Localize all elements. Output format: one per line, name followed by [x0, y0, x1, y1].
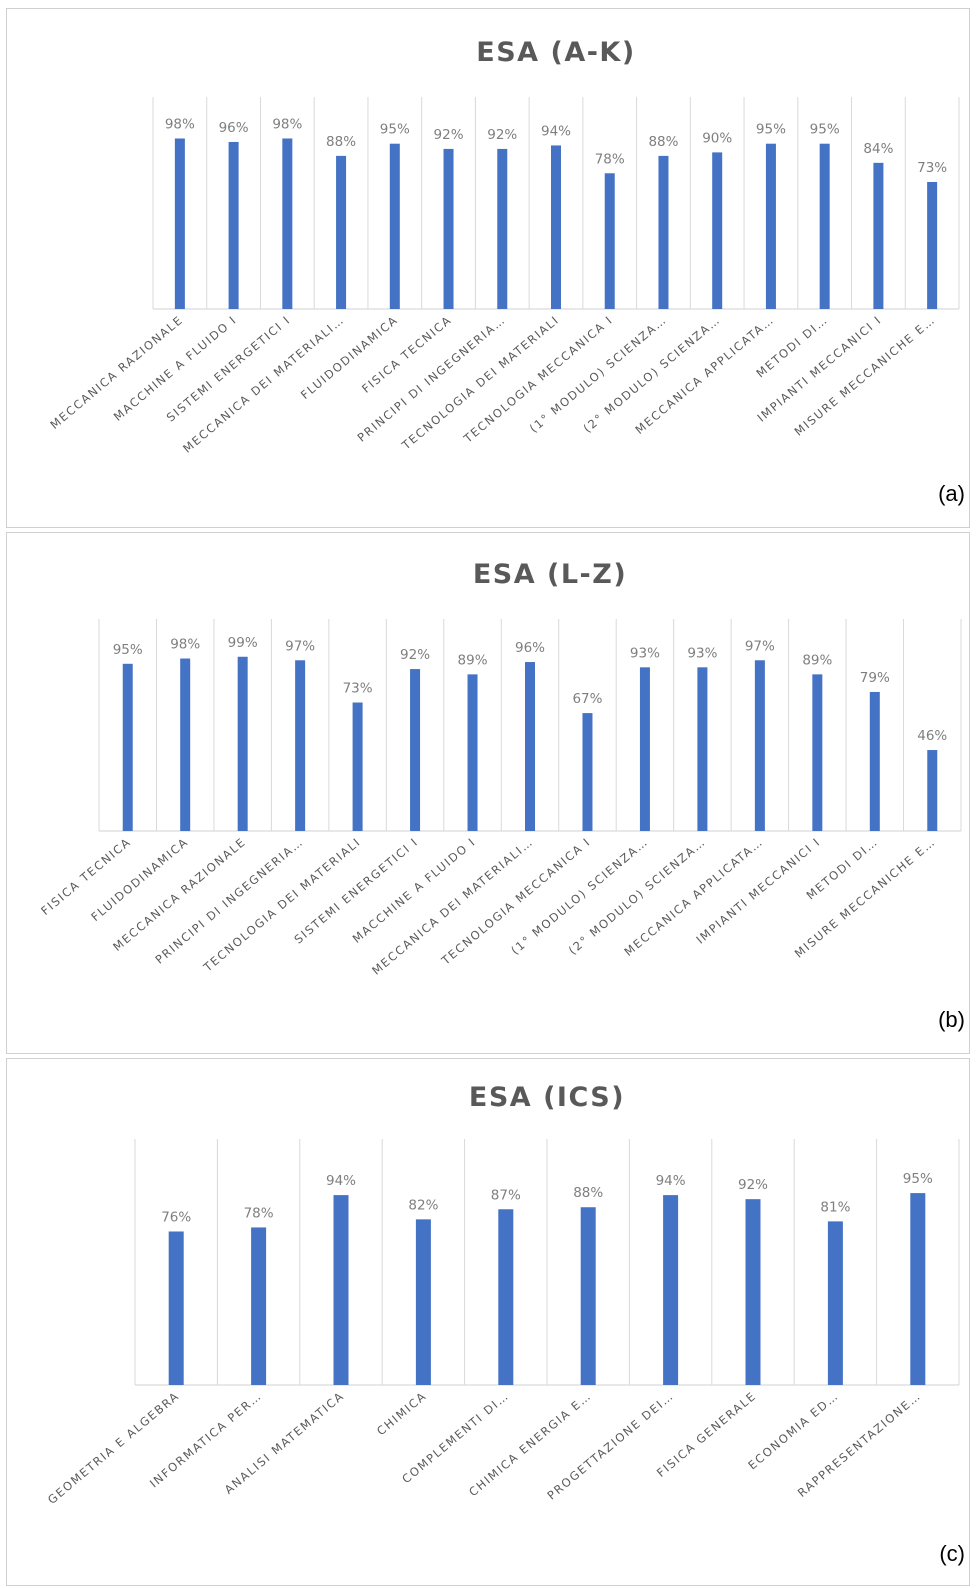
category-label: GEOMETRIA E ALGEBRA [45, 1389, 182, 1507]
data-label: 97% [745, 638, 775, 654]
data-label: 97% [285, 638, 315, 654]
data-label: 93% [687, 645, 717, 661]
data-label: 87% [491, 1187, 521, 1203]
bar [927, 750, 938, 831]
bar [443, 148, 454, 309]
data-label: 92% [738, 1177, 768, 1193]
bar [389, 143, 400, 309]
data-label: 96% [515, 640, 545, 656]
data-label: 95% [903, 1171, 933, 1187]
data-label: 84% [863, 141, 893, 157]
data-label: 98% [272, 116, 302, 132]
data-label: 95% [380, 122, 410, 138]
bar [663, 1195, 679, 1385]
bar [927, 181, 938, 309]
data-label: 81% [820, 1199, 850, 1215]
data-label: 90% [702, 130, 732, 146]
data-label: 92% [400, 647, 430, 663]
data-label: 73% [917, 160, 947, 176]
bar [819, 143, 830, 309]
data-label: 67% [572, 691, 602, 707]
category-label: FISICA TECNICA [359, 313, 454, 396]
bar [604, 173, 615, 309]
bar [745, 1199, 761, 1385]
bar [333, 1195, 349, 1385]
bar [827, 1221, 843, 1385]
chart-title-a: ESA (A-K) [476, 37, 635, 68]
bar [697, 667, 708, 831]
bar [174, 138, 185, 309]
chart-panel-c: ESA (ICS) 76% GEOMETRIA E ALGEBRA 78% INFORM… [6, 1058, 970, 1586]
bar [237, 656, 248, 831]
data-label: 94% [326, 1173, 356, 1189]
chart-svg-a: ESA (A-K)98%MECCANICA RAZIONALE96%MACCHI… [47, 37, 960, 456]
bar [282, 138, 293, 309]
data-label: 79% [860, 670, 890, 686]
category-label: CHIMICA [374, 1389, 429, 1439]
bar [336, 155, 347, 309]
bar [497, 148, 508, 309]
bar [765, 143, 776, 309]
data-label: 98% [170, 637, 200, 653]
data-label: 94% [541, 123, 571, 139]
panel-label-b: (b) [938, 1007, 965, 1032]
data-label: 73% [343, 681, 373, 697]
data-label: 92% [487, 127, 517, 143]
bar [658, 155, 669, 309]
bar [754, 660, 765, 831]
category-label: FLUIDODINAMICA [298, 313, 401, 402]
category-label: ECONOMIA ED… [745, 1389, 841, 1473]
data-label: 95% [756, 122, 786, 138]
bar [352, 702, 363, 831]
bar [228, 141, 239, 309]
bar [812, 674, 823, 831]
bar [525, 662, 535, 831]
bar [410, 669, 421, 831]
bar [467, 674, 478, 831]
data-label: 88% [648, 134, 678, 150]
bar [168, 1231, 184, 1385]
bar [498, 1209, 514, 1385]
bar [122, 663, 133, 831]
chart-svg-b: ESA (L-Z)95%FISICA TECNICA98%FLUIDODINAM… [38, 559, 962, 978]
bar [251, 1227, 267, 1385]
bar [873, 162, 884, 309]
data-label: 78% [244, 1205, 274, 1221]
bar [582, 713, 593, 831]
data-label: 93% [630, 645, 660, 661]
data-label: 46% [917, 728, 947, 744]
bar [551, 145, 561, 309]
data-label: 95% [810, 122, 840, 138]
data-label: 94% [656, 1173, 686, 1189]
data-label: 98% [165, 116, 195, 132]
chart-panel-a: ESA (A-K) 98% MECCANICA RAZIONALE 96% MACCHI… [6, 8, 970, 528]
bar [415, 1219, 431, 1385]
data-label: 99% [228, 635, 258, 651]
chart-panel-b: ESA (L-Z) 95% FISICA TECNICA 98% FLUIDODINAM… [6, 532, 970, 1054]
panel-label-c: (c) [939, 1541, 965, 1566]
chart-title-c: ESA (ICS) [469, 1082, 625, 1113]
bar [712, 152, 723, 309]
data-label: 88% [326, 134, 356, 150]
data-label: 95% [113, 642, 143, 658]
data-label: 96% [219, 120, 249, 136]
chart-title-b: ESA (L-Z) [473, 559, 627, 590]
bar [639, 667, 650, 831]
data-label: 88% [573, 1185, 603, 1201]
bar [910, 1193, 926, 1385]
bar [295, 660, 306, 831]
bar [869, 691, 880, 831]
bar [180, 658, 191, 831]
bar [580, 1207, 596, 1385]
panel-label-a: (a) [938, 481, 965, 506]
data-label: 76% [161, 1209, 191, 1225]
chart-svg-c: ESA (ICS)76%GEOMETRIA E ALGEBRA78%INFORM… [45, 1082, 960, 1507]
data-label: 89% [802, 652, 832, 668]
data-label: 82% [408, 1197, 438, 1213]
data-label: 78% [595, 151, 625, 167]
data-label: 89% [458, 652, 488, 668]
data-label: 92% [434, 127, 464, 143]
category-label: FLUIDODINAMICA [88, 835, 191, 924]
